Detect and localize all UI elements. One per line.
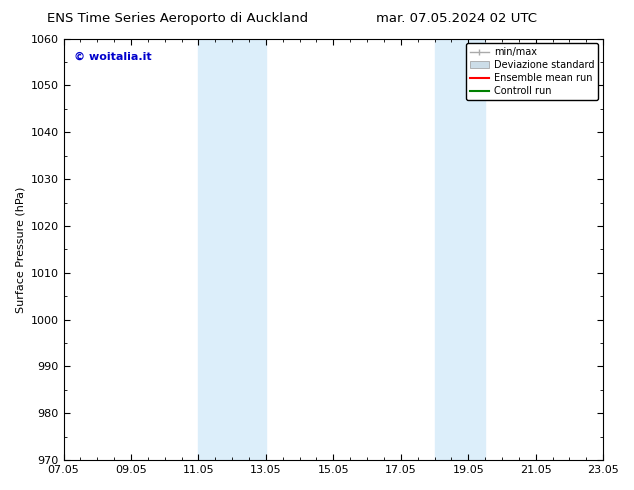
Text: ENS Time Series Aeroporto di Auckland: ENS Time Series Aeroporto di Auckland (47, 12, 308, 25)
Legend: min/max, Deviazione standard, Ensemble mean run, Controll run: min/max, Deviazione standard, Ensemble m… (466, 44, 598, 100)
Text: © woitalia.it: © woitalia.it (74, 51, 152, 61)
Bar (434, 39, 485, 460)
Bar (198, 39, 266, 460)
Text: mar. 07.05.2024 02 UTC: mar. 07.05.2024 02 UTC (376, 12, 537, 25)
Y-axis label: Surface Pressure (hPa): Surface Pressure (hPa) (15, 186, 25, 313)
